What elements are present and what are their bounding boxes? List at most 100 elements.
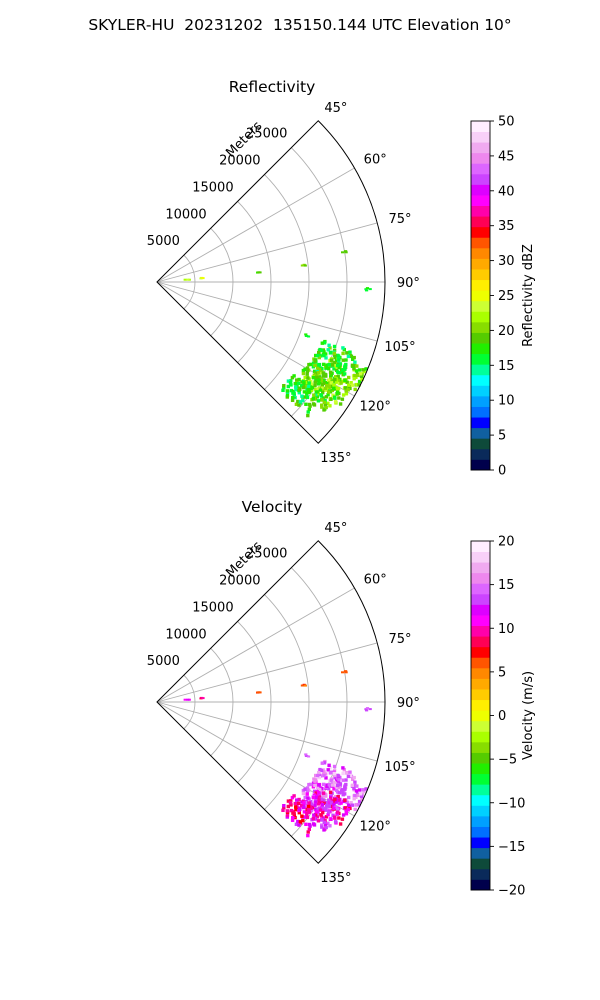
velocity-echo-pixel <box>305 792 309 796</box>
velocity-echo-pixel <box>303 795 307 800</box>
reflectivity-colorbar-tick-label: 20 <box>498 324 515 339</box>
velocity-range-tick-label: 25000 <box>246 547 287 562</box>
reflectivity-echo-pixel <box>335 358 339 363</box>
reflectivity-echo-pixel <box>322 341 327 345</box>
velocity-echo-pixel <box>305 786 310 790</box>
velocity-echo-pixel <box>336 781 340 785</box>
reflectivity-echo-pixel <box>323 386 328 391</box>
velocity-echo-pixel <box>326 813 330 817</box>
velocity-echo-pixel <box>305 804 309 808</box>
velocity-colorbar-band <box>471 689 490 701</box>
reflectivity-echo-pixel <box>290 398 295 402</box>
reflectivity-echo-pixel <box>324 395 329 399</box>
reflectivity-echo-pixel <box>305 366 310 370</box>
velocity-azimuth-line <box>156 701 378 762</box>
velocity-echo-pixel <box>321 810 325 815</box>
reflectivity-echo-pixel <box>288 381 293 385</box>
velocity-colorbar-band <box>471 752 490 764</box>
velocity-echo-pixel <box>299 804 304 808</box>
velocity-colorbar-tick-label: 5 <box>498 665 506 680</box>
velocity-colorbar-band <box>471 541 490 552</box>
velocity-echo-pixel <box>285 815 289 819</box>
velocity-echo-pixel <box>320 805 324 810</box>
reflectivity-echo-pixel <box>321 396 325 400</box>
velocity-echo-pixel <box>348 806 352 811</box>
reflectivity-echo-pixel <box>334 380 339 384</box>
reflectivity-echo-pixel <box>258 271 262 274</box>
reflectivity-colorbar-band <box>471 300 490 312</box>
reflectivity-echo-pixel <box>328 370 333 374</box>
velocity-echo-pixel <box>332 806 336 810</box>
reflectivity-echo-pixel <box>282 384 286 388</box>
velocity-echo-pixel <box>311 781 316 785</box>
velocity-echo-pixel <box>329 793 333 797</box>
velocity-echo-pixel <box>323 818 327 823</box>
velocity-echo-pixel <box>324 793 328 797</box>
velocity-echo-pixel <box>186 698 190 701</box>
reflectivity-azimuth-tick-label: 90° <box>397 276 420 291</box>
reflectivity-echo-pixel <box>201 277 205 280</box>
reflectivity-echo-pixel <box>281 388 285 392</box>
reflectivity-echo-pixel <box>341 368 345 372</box>
velocity-echo <box>313 759 357 796</box>
velocity-echo-pixel <box>319 768 324 773</box>
reflectivity-colorbar-band <box>471 205 490 217</box>
velocity-echo-pixel <box>339 801 343 805</box>
reflectivity-echo <box>281 374 323 418</box>
velocity-colorbar-tick-label: −20 <box>498 884 525 899</box>
velocity-echo <box>364 707 372 712</box>
velocity-echo-pixel <box>292 794 296 798</box>
reflectivity-echo-pixel <box>322 350 326 354</box>
reflectivity-echo-pixel <box>314 371 318 375</box>
reflectivity-echo-pixel <box>305 384 309 388</box>
reflectivity-echo-pixel <box>320 405 324 409</box>
reflectivity-echo-pixel <box>324 352 328 356</box>
reflectivity-echo-pixel <box>332 348 337 353</box>
reflectivity-echo-pixel <box>360 377 364 381</box>
velocity-colorbar-band <box>471 593 490 605</box>
velocity-echo-pixel <box>313 779 317 783</box>
velocity-echo-pixel <box>352 775 356 780</box>
reflectivity-colorbar-band <box>471 195 490 207</box>
velocity-echo-pixel <box>312 789 317 793</box>
reflectivity-echo-pixel <box>322 378 326 382</box>
reflectivity-colorbar-band <box>471 184 490 196</box>
velocity-echo-pixel <box>332 780 337 785</box>
velocity-echo-pixel <box>359 794 364 798</box>
reflectivity-echo-pixel <box>316 387 320 391</box>
reflectivity-echo-pixel <box>183 278 187 281</box>
reflectivity-echo-pixel <box>337 358 341 362</box>
reflectivity-echo-pixel <box>357 383 361 387</box>
reflectivity-echo-pixel <box>286 379 291 383</box>
velocity-echo <box>256 691 262 694</box>
reflectivity-echo-pixel <box>291 395 295 400</box>
velocity-azimuth-tick-label: 60° <box>364 572 387 587</box>
reflectivity-echo <box>313 339 357 376</box>
velocity-echo-pixel <box>343 792 347 796</box>
velocity-colorbar-tick-label: 15 <box>498 578 515 593</box>
reflectivity-echo-pixel <box>309 362 313 367</box>
reflectivity-echo-pixel <box>315 366 320 370</box>
reflectivity-echo-pixel <box>294 402 299 406</box>
velocity-echo-pixel <box>314 791 318 795</box>
reflectivity-echo-pixel <box>334 385 338 389</box>
reflectivity-echo-pixel <box>186 278 190 281</box>
reflectivity-echo-pixel <box>307 387 311 392</box>
velocity-echo-pixel <box>341 771 345 776</box>
velocity-colorbar-band <box>471 784 490 796</box>
reflectivity-colorbar-band <box>471 438 490 450</box>
velocity-echo-pixel <box>317 793 322 798</box>
reflectivity-colorbar-band <box>471 374 490 386</box>
reflectivity-azimuth-tick-label: 120° <box>360 400 391 415</box>
reflectivity-echo-pixel <box>368 288 372 291</box>
velocity-echo-pixel <box>333 797 337 802</box>
reflectivity-echo-pixel <box>297 381 301 385</box>
reflectivity-echo-pixel <box>316 371 321 375</box>
reflectivity-echo-pixel <box>321 371 326 375</box>
reflectivity-colorbar-band <box>471 142 490 154</box>
velocity-echo-pixel <box>297 801 301 805</box>
velocity-echo-pixel <box>291 815 295 820</box>
reflectivity-echo-pixel <box>322 362 326 367</box>
reflectivity-echo-pixel <box>326 348 330 352</box>
velocity-echo-pixel <box>317 775 321 780</box>
